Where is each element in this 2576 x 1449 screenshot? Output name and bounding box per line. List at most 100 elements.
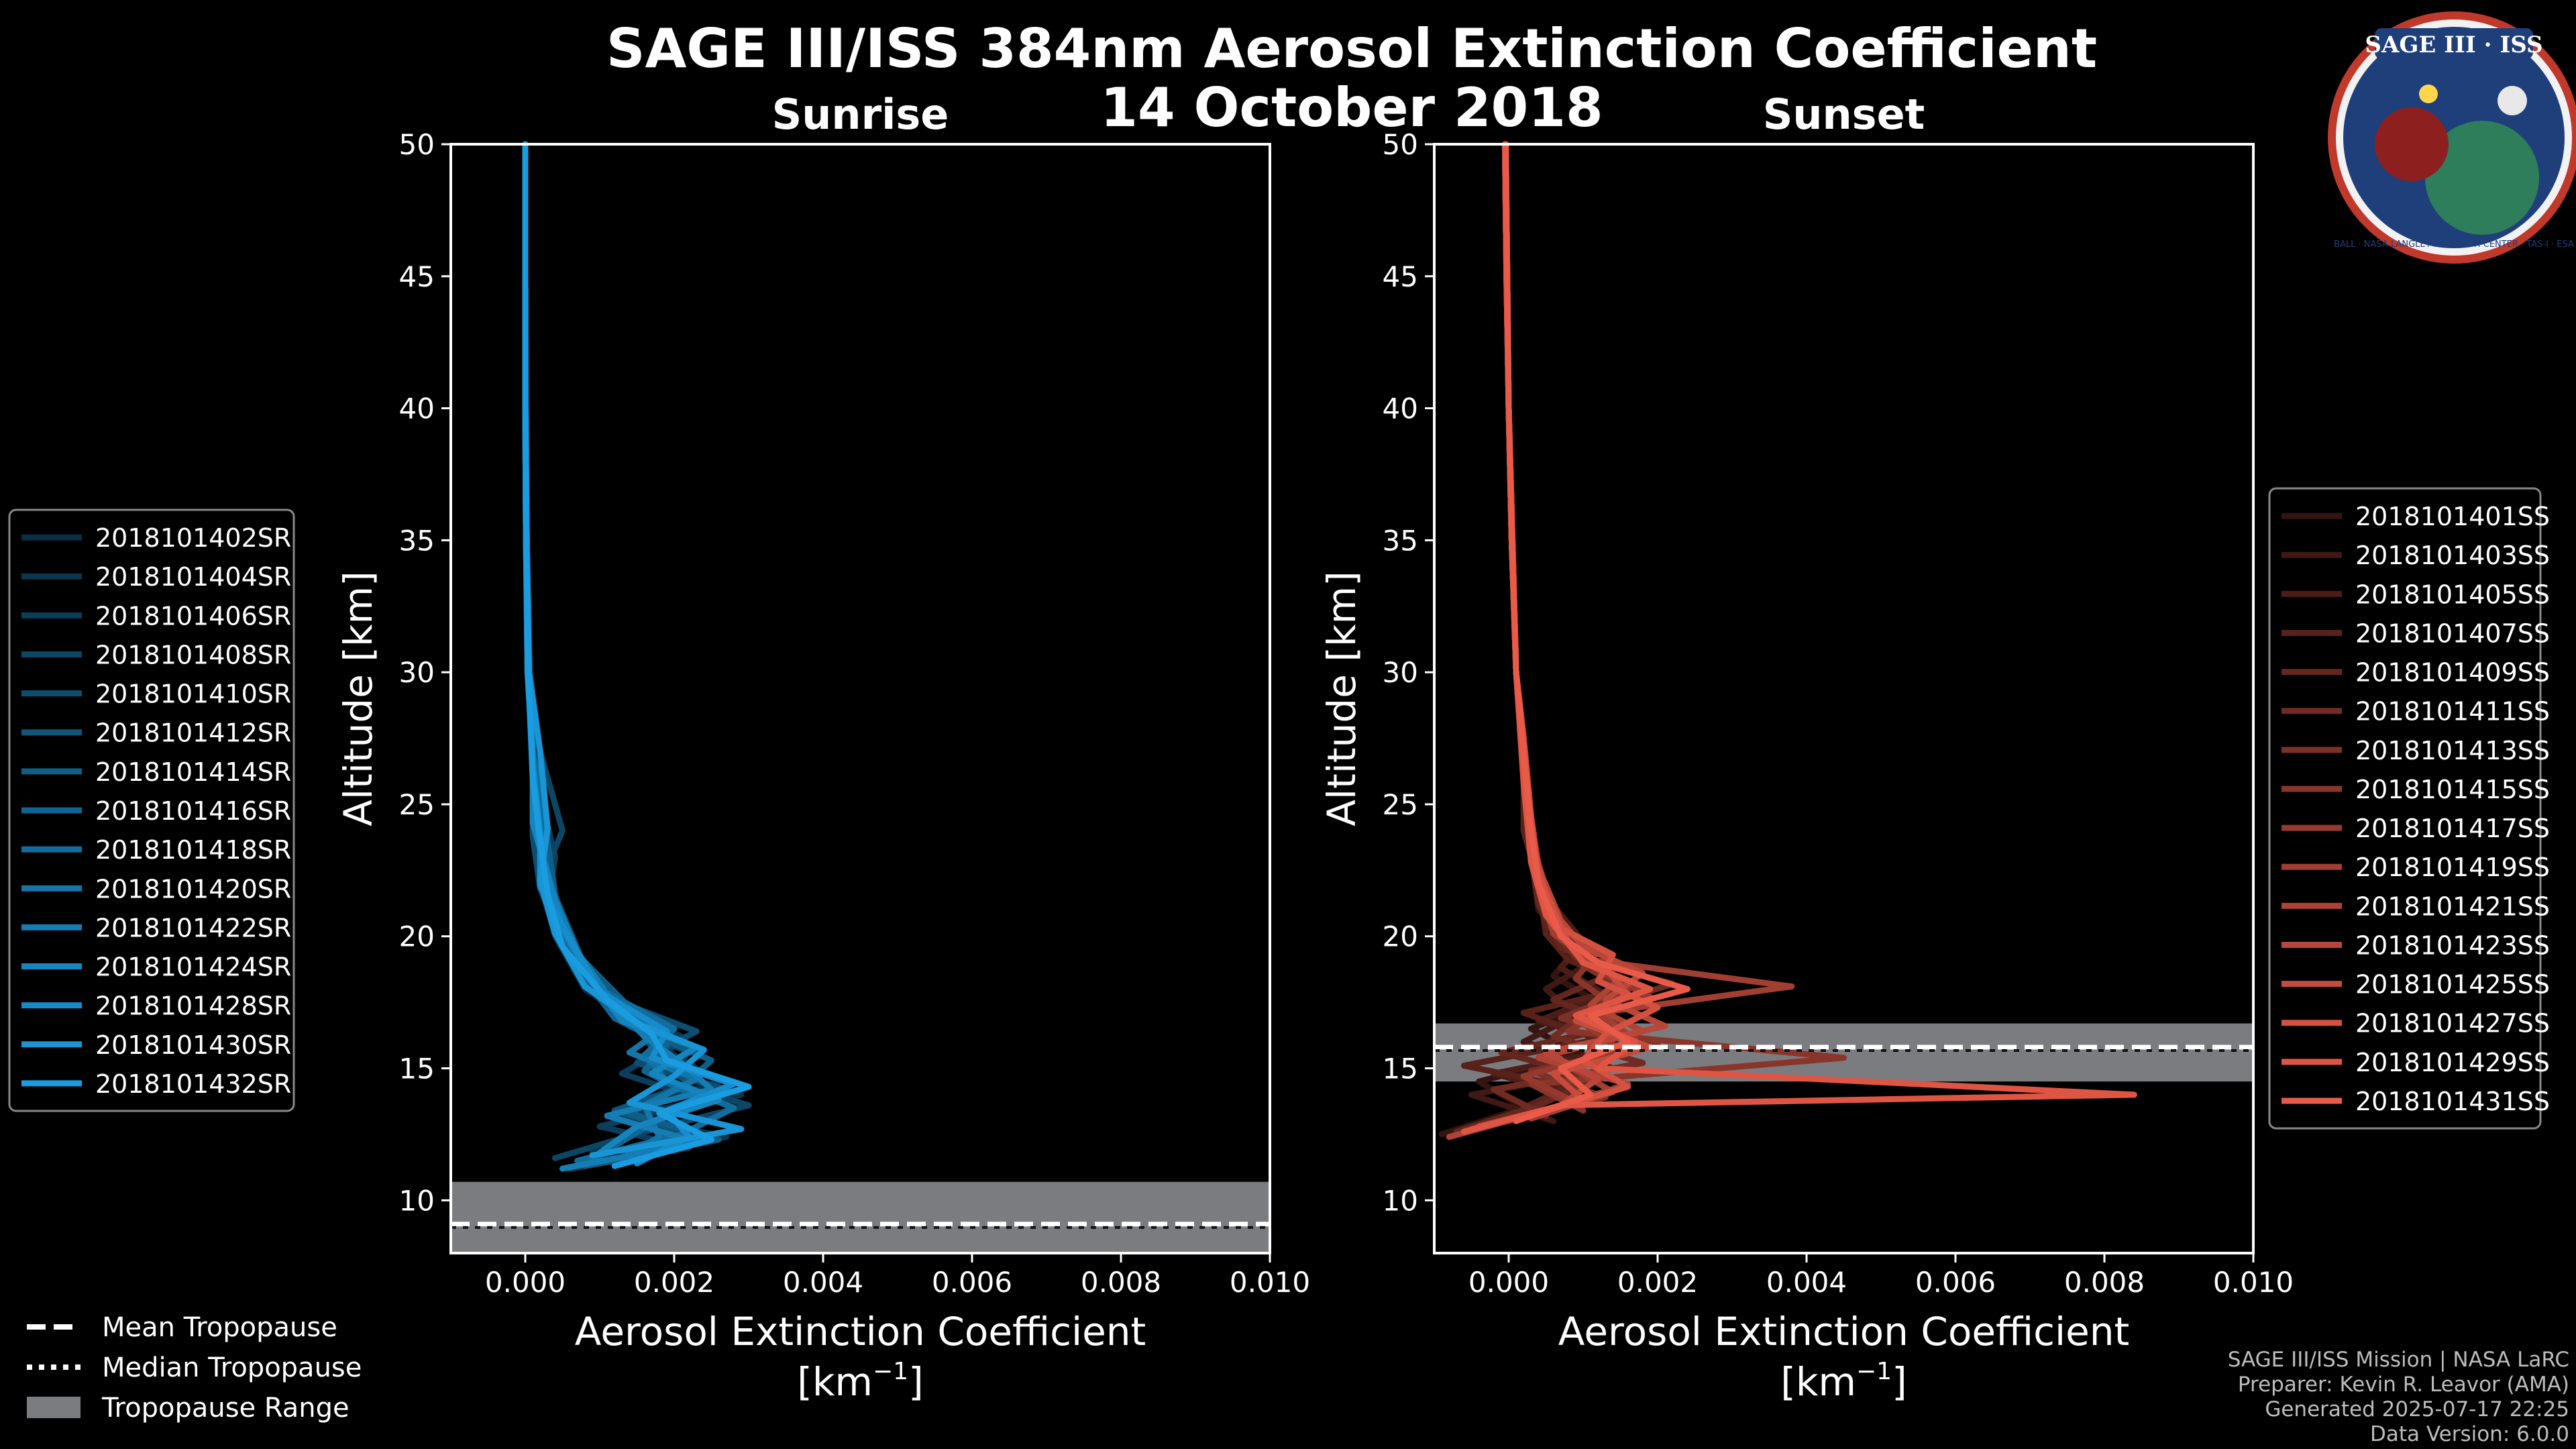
x-axis-unit-base: [km — [797, 1359, 873, 1405]
y-tick-label: 20 — [1383, 920, 1418, 953]
legend-entry: 2018101421SS — [2355, 892, 2550, 921]
y-axis-label: Altitude [km] — [1319, 571, 1364, 826]
legend-entry: 2018101402SR — [95, 523, 291, 553]
legend-entry: 2018101401SS — [2355, 502, 2550, 531]
y-tick-label: 30 — [1383, 656, 1418, 689]
y-tick-label: 40 — [399, 392, 435, 425]
y-tick-label: 10 — [1383, 1184, 1418, 1217]
legend-frame — [2268, 487, 2542, 1130]
series-legend: 2018101402SR 2018101404SR 2018101406SR 2018… — [8, 508, 295, 1112]
legend-entry: 2018101431SS — [2355, 1087, 2550, 1116]
y-tick-label: 25 — [399, 788, 435, 821]
legend-entry: 2018101420SR — [95, 874, 291, 904]
panel-subtitle: Sunrise — [772, 90, 949, 139]
x-axis-unit-close: ] — [1892, 1359, 1907, 1405]
tropopause-range-swatch — [27, 1397, 80, 1418]
footer-generated: Generated 2025-07-17 22:25 — [2265, 1397, 2569, 1421]
x-tick-label: 0.002 — [1617, 1266, 1698, 1299]
y-tick-label: 10 — [399, 1184, 435, 1217]
x-tick-label: 0.002 — [634, 1266, 714, 1299]
y-tick-label: 35 — [399, 524, 435, 557]
tropopause-range-label: Tropopause Range — [101, 1393, 350, 1424]
median-tropopause-label: Median Tropopause — [102, 1352, 362, 1383]
series-line — [1503, 141, 1847, 1114]
legend-entry: 2018101414SR — [95, 757, 291, 787]
tropopause-range-band — [451, 1181, 1270, 1253]
series-line — [522, 141, 737, 1167]
y-tick-label: 50 — [399, 128, 435, 161]
footer-preparer: Preparer: Kevin R. Leavor (AMA) — [2238, 1373, 2569, 1397]
legend-entry: 2018101428SR — [95, 991, 291, 1021]
footer-credits: SAGE III/ISS Mission | NASA LaRC Prepare… — [2228, 1348, 2569, 1446]
series-line — [1438, 141, 1601, 1138]
y-tick-label: 25 — [1383, 788, 1418, 821]
legend-entry: 2018101424SR — [95, 953, 291, 982]
y-tick-label: 50 — [1383, 128, 1418, 161]
sunset-panel: Sunset 0.000 0.002 0.004 0.006 0.008 0.010 10 15… — [1319, 90, 2550, 1405]
y-tick-label: 15 — [1383, 1053, 1418, 1085]
legend-entry: 2018101422SR — [95, 913, 291, 943]
legend-entry: 2018101411SS — [2355, 697, 2550, 727]
x-axis-label: Aerosol Extinction Coefficient — [575, 1309, 1146, 1354]
footer-mission: SAGE III/ISS Mission | NASA LaRC — [2228, 1348, 2569, 1372]
x-tick-label: 0.004 — [1766, 1266, 1847, 1299]
y-tick-label: 20 — [399, 920, 435, 953]
legend-entry: 2018101432SR — [95, 1069, 291, 1099]
series-line — [522, 141, 745, 1156]
legend-entry: 2018101410SR — [95, 680, 291, 709]
legend-entry: 2018101405SS — [2355, 580, 2550, 609]
legend-entry: 2018101418SR — [95, 835, 291, 865]
x-axis-unit: [km−1] — [1780, 1358, 1907, 1405]
legend-entry: 2018101403SS — [2355, 541, 2550, 570]
legend-entry: 2018101413SS — [2355, 736, 2550, 765]
series-line — [522, 141, 752, 1169]
x-axis-unit-close: ] — [908, 1359, 924, 1405]
y-tick-label: 45 — [399, 260, 435, 293]
plot-frame — [449, 143, 1271, 1254]
series-line — [1453, 141, 1623, 1135]
sunrise-panel: Sunrise 0.000 0.002 0.004 0.006 0.008 0.010 10 1… — [8, 90, 1310, 1405]
y-tick-label: 35 — [1383, 524, 1418, 557]
logo-title: SAGE III · ISS — [2365, 32, 2542, 58]
figure-date: 14 October 2018 — [1100, 76, 1603, 139]
y-tick-label: 15 — [399, 1053, 435, 1085]
x-axis-unit: [km−1] — [797, 1358, 923, 1405]
x-axis-unit-exp: −1 — [1856, 1358, 1892, 1385]
legend-frame — [8, 508, 295, 1112]
y-tick-label: 30 — [399, 656, 435, 689]
series-line — [1468, 141, 1616, 1124]
x-tick-label: 0.000 — [1468, 1266, 1549, 1299]
x-axis-label: Aerosol Extinction Coefficient — [1558, 1309, 2130, 1354]
legend-entry: 2018101423SS — [2355, 930, 2550, 960]
legend-entry: 2018101419SS — [2355, 853, 2550, 882]
tropopause-legend: Mean Tropopause Median Tropopause Tropop… — [27, 1312, 362, 1424]
legend-entry: 2018101409SS — [2355, 658, 2550, 688]
legend-entry: 2018101404SR — [95, 562, 291, 592]
legend-entry: 2018101408SR — [95, 640, 291, 669]
legend-entry: 2018101430SR — [95, 1030, 291, 1060]
legend-entry: 2018101406SR — [95, 601, 291, 631]
plot-frame — [1433, 143, 2255, 1254]
x-tick-label: 0.004 — [783, 1266, 863, 1299]
x-axis-unit-exp: −1 — [873, 1358, 908, 1385]
x-tick-label: 0.000 — [485, 1266, 566, 1299]
legend-entry: 2018101429SS — [2355, 1048, 2550, 1077]
figure-title: SAGE III/ISS 384nm Aerosol Extinction Co… — [606, 17, 2097, 80]
legend-entry: 2018101425SS — [2355, 970, 2550, 1000]
legend-entry: 2018101427SS — [2355, 1009, 2550, 1038]
footer-version: Data Version: 6.0.0 — [2370, 1422, 2569, 1446]
series-legend: 2018101401SS 2018101403SS 2018101405SS 2018… — [2268, 487, 2550, 1130]
x-tick-label: 0.006 — [1915, 1266, 1996, 1299]
panel-subtitle: Sunset — [1763, 90, 1925, 139]
x-tick-label: 0.008 — [1081, 1266, 1161, 1299]
y-tick-label: 40 — [1383, 392, 1418, 425]
x-axis-unit-base: [km — [1780, 1359, 1856, 1405]
y-axis-label: Altitude [km] — [335, 571, 381, 826]
series-line — [1503, 141, 1690, 1124]
x-tick-label: 0.008 — [2064, 1266, 2145, 1299]
y-tick-label: 45 — [1383, 260, 1418, 293]
x-tick-label: 0.006 — [932, 1266, 1012, 1299]
logo-ring-text: BALL · NASA LANGLEY RESEARCH CENTER · TA… — [2334, 239, 2574, 250]
x-tick-label: 0.010 — [1230, 1266, 1310, 1299]
